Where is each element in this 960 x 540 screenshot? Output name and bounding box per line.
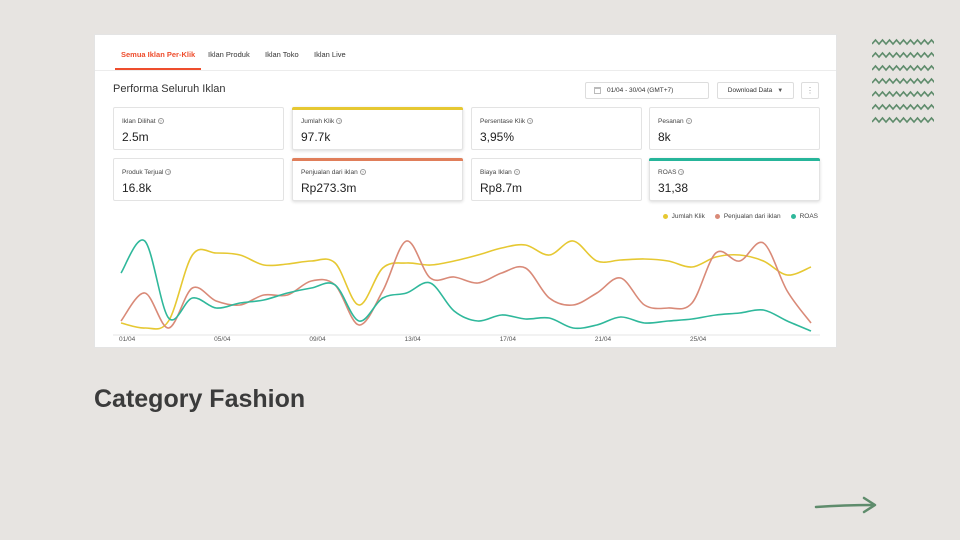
help-icon: ? [513, 169, 520, 176]
download-data-label: Download Data [727, 87, 773, 94]
help-icon: ? [157, 118, 164, 125]
zigzag-line [872, 116, 934, 124]
metric-label: ROAS? [658, 169, 685, 176]
zigzag-line [872, 64, 934, 72]
zigzag-line [872, 51, 934, 59]
zigzag-line [872, 38, 934, 46]
arrow-right-icon[interactable] [814, 495, 878, 517]
metric-value: 8k [658, 130, 671, 144]
tab-semua-iklan[interactable]: Semua Iklan Per-Klik [121, 50, 196, 59]
help-icon: ? [678, 169, 685, 176]
metric-card-penjualan-dari-iklan[interactable]: Penjualan dari iklan? Rp273.3m [292, 158, 463, 201]
metric-card-biaya-iklan[interactable]: Biaya Iklan? Rp8.7m [471, 158, 642, 201]
metric-value: 3,95% [480, 130, 515, 144]
legend-item-roas[interactable]: ROAS [790, 213, 818, 220]
x-tick-label: 21/04 [594, 336, 612, 343]
metric-card-roas[interactable]: ROAS? 31,38 [649, 158, 820, 201]
zigzag-line [872, 90, 934, 98]
metric-value: 2.5m [122, 130, 149, 144]
metric-label: Jumlah Klik? [301, 118, 343, 125]
ads-dashboard-screenshot: Semua Iklan Per-Klik Iklan Produk Iklan … [94, 34, 837, 348]
zigzag-decoration [872, 38, 934, 124]
x-tick-label: 01/04 [119, 336, 136, 343]
legend-dot [714, 214, 720, 219]
ad-type-tabs: Semua Iklan Per-Klik Iklan Produk Iklan … [95, 35, 836, 71]
metric-value: 97.7k [301, 130, 331, 144]
series-line-penjualan-dari-iklan [120, 240, 812, 329]
metric-card-persentase-klik[interactable]: Persentase Klik? 3,95% [471, 107, 642, 150]
selected-indicator [649, 158, 820, 161]
menu-button[interactable]: ⋮ [801, 82, 819, 99]
x-tick-label: 13/04 [404, 336, 421, 343]
metric-card-produk-terjual[interactable]: Produk Terjual? 16.8k [113, 158, 284, 201]
x-tick-label: 09/04 [309, 336, 326, 343]
metric-value: Rp8.7m [480, 181, 523, 195]
date-range-picker[interactable]: 01/04 - 30/04 (GMT+7) [585, 82, 709, 99]
zigzag-line [872, 103, 934, 111]
selected-indicator [292, 107, 463, 110]
x-tick-label: 17/04 [499, 336, 516, 343]
x-tick-label: 25/04 [690, 336, 707, 343]
slide-caption: Category Fashion [94, 385, 306, 413]
help-icon: ? [359, 169, 366, 176]
tab-iklan-live[interactable]: Iklan Live [314, 50, 346, 59]
metric-label: Biaya Iklan? [480, 169, 520, 176]
metric-value: 16.8k [122, 181, 152, 195]
metric-label: Pesanan? [658, 118, 692, 125]
x-tick-label: 05/04 [214, 336, 231, 343]
metric-value: 31,38 [658, 181, 689, 195]
selected-indicator [292, 158, 463, 161]
metric-value: Rp273.3m [301, 181, 357, 195]
chevron-down-icon: ▼ [777, 87, 784, 94]
legend-item-jumlah-klik[interactable]: Jumlah Klik [662, 213, 705, 220]
series-line-roas [120, 239, 812, 332]
metric-label: Persentase Klik? [480, 118, 534, 125]
section-title: Performa Seluruh Iklan [113, 83, 226, 95]
metric-label: Produk Terjual? [122, 169, 172, 176]
tab-iklan-produk[interactable]: Iklan Produk [208, 50, 250, 59]
active-tab-indicator [115, 68, 201, 70]
help-icon: ? [336, 118, 343, 125]
help-icon: ? [685, 118, 692, 125]
chart-legend: Jumlah Klik Penjualan dari iklan ROAS [662, 213, 818, 220]
legend-item-penjualan[interactable]: Penjualan dari iklan [714, 213, 781, 220]
download-data-button[interactable]: Download Data ▼ [717, 82, 794, 99]
help-icon: ? [165, 169, 172, 176]
zigzag-line [872, 77, 934, 85]
metric-card-pesanan[interactable]: Pesanan? 8k [649, 107, 820, 150]
metric-card-iklan-dilihat[interactable]: Iklan Dilihat? 2.5m [113, 107, 284, 150]
help-icon: ? [527, 118, 534, 125]
metric-card-jumlah-klik[interactable]: Jumlah Klik? 97.7k [292, 107, 463, 150]
legend-dot [790, 214, 796, 219]
calendar-icon [594, 87, 601, 94]
series-line-jumlah-klik [120, 240, 812, 330]
legend-dot [662, 214, 668, 219]
tab-iklan-toko[interactable]: Iklan Toko [265, 50, 299, 59]
metric-label: Penjualan dari iklan? [301, 169, 366, 176]
date-range-text: 01/04 - 30/04 (GMT+7) [607, 87, 674, 94]
menu-icon: ⋮ [806, 86, 814, 95]
metric-label: Iklan Dilihat? [122, 118, 164, 125]
